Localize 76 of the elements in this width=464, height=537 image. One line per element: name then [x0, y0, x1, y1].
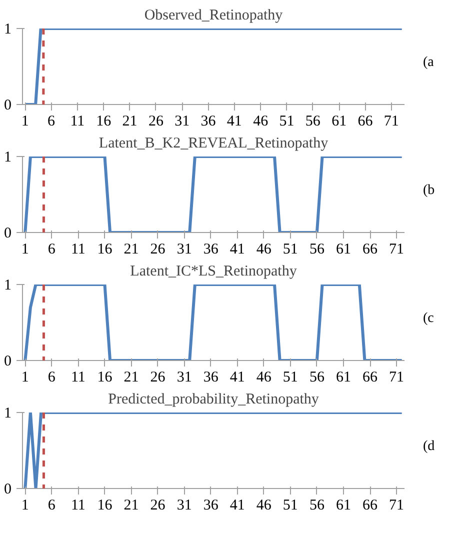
x-tick-label: 11 [70, 114, 85, 130]
x-tick-label: 71 [389, 370, 404, 386]
x-tick-label: 51 [282, 242, 298, 258]
x-tick-label: 1 [21, 242, 29, 258]
x-tick-label: 26 [150, 370, 166, 386]
x-tick-label: 16 [96, 114, 112, 130]
x-tick-label: 41 [226, 114, 242, 130]
x-tick-label: 46 [256, 498, 272, 514]
x-tick-label: 36 [203, 370, 219, 386]
x-tick-label: 66 [362, 498, 378, 514]
text: (a [423, 54, 434, 72]
text: (c [423, 310, 434, 328]
text: (b [423, 182, 435, 200]
x-tick-label: 71 [389, 498, 404, 514]
x-tick-label: 26 [150, 242, 166, 258]
y-tick-label: 0 [4, 482, 12, 498]
x-tick-label: 11 [70, 498, 86, 514]
x-tick-label: 16 [97, 370, 113, 386]
x-tick-label: 61 [336, 498, 351, 514]
chart-title: Latent_IC*LS_Retinopathy [130, 264, 298, 280]
x-tick-label: 31 [174, 114, 190, 130]
chart-title: Observed_Retinopathy [144, 8, 284, 24]
x-tick-label: 6 [48, 498, 56, 514]
x-tick-label: 66 [362, 242, 378, 258]
x-tick-label: 31 [176, 498, 192, 514]
y-tick-label: 0 [4, 226, 12, 242]
x-tick-label: 71 [384, 114, 399, 130]
x-tick-label: 66 [362, 370, 378, 386]
x-tick-label: 1 [21, 370, 29, 386]
x-tick-label: 66 [358, 114, 374, 130]
x-tick-label: 56 [309, 370, 325, 386]
x-tick-label: 6 [48, 242, 56, 258]
text: (d [423, 438, 435, 456]
x-tick-label: 1 [21, 498, 29, 514]
x-tick-label: 1 [21, 114, 29, 130]
x-tick-label: 61 [332, 114, 347, 130]
x-tick-label: 36 [203, 498, 219, 514]
x-tick-label: 11 [70, 242, 86, 258]
x-tick-label: 56 [309, 498, 325, 514]
y-tick-label: 1 [4, 150, 12, 166]
y-tick-label: 0 [4, 98, 12, 114]
x-tick-label: 21 [122, 114, 138, 130]
x-tick-label: 41 [230, 370, 245, 386]
y-tick-label: 0 [4, 354, 12, 370]
y-tick-label: 1 [4, 22, 12, 38]
x-tick-label: 16 [97, 498, 113, 514]
x-tick-label: 46 [256, 242, 272, 258]
x-tick-label: 51 [282, 498, 298, 514]
x-tick-label: 51 [282, 370, 298, 386]
y-tick-label: 1 [4, 406, 12, 422]
x-tick-label: 31 [176, 242, 192, 258]
x-tick-label: 31 [176, 370, 192, 386]
x-tick-label: 21 [124, 498, 139, 514]
x-tick-label: 21 [124, 370, 139, 386]
chart-title: Latent_B_K2_REVEAL_Retinopathy [98, 136, 329, 152]
x-tick-label: 36 [200, 114, 216, 130]
x-tick-label: 21 [124, 242, 139, 258]
x-tick-label: 36 [203, 242, 219, 258]
x-tick-label: 61 [336, 242, 351, 258]
x-tick-label: 61 [336, 370, 351, 386]
x-tick-label: 11 [70, 370, 86, 386]
x-tick-label: 26 [148, 114, 164, 130]
x-tick-label: 41 [230, 498, 245, 514]
x-tick-label: 56 [309, 242, 325, 258]
x-tick-label: 16 [97, 242, 113, 258]
x-tick-label: 6 [48, 370, 56, 386]
x-tick-label: 26 [150, 498, 166, 514]
x-tick-label: 56 [305, 114, 321, 130]
chart-title: Predicted_probability_Retinopathy [108, 392, 320, 408]
x-tick-label: 46 [256, 370, 272, 386]
x-tick-label: 6 [48, 114, 56, 130]
x-tick-label: 46 [253, 114, 269, 130]
x-tick-label: 71 [389, 242, 404, 258]
x-tick-label: 41 [230, 242, 245, 258]
x-tick-label: 51 [279, 114, 294, 130]
y-tick-label: 1 [4, 278, 12, 294]
